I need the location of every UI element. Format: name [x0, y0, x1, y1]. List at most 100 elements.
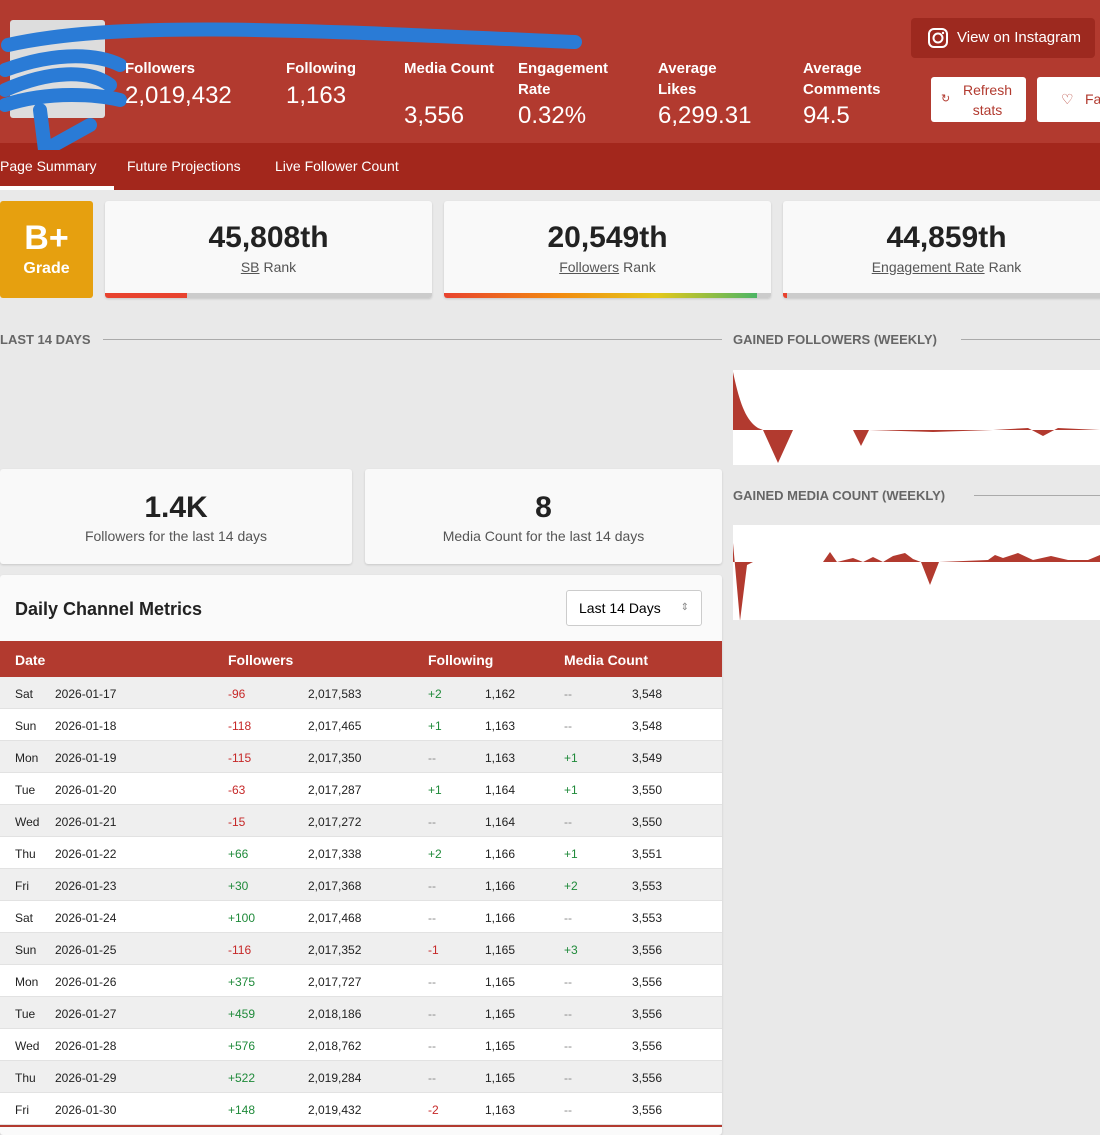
table-cell: 3,550: [632, 783, 663, 797]
table-cell: -1: [428, 943, 439, 957]
stat-value: 94.5: [803, 102, 850, 129]
stat-value: 3,556: [404, 102, 465, 129]
table-row: [0, 933, 722, 965]
select-arrows: ⇕: [680, 602, 689, 613]
rank-card: 45,808th SB Rank: [105, 201, 432, 298]
table-cell: 2,019,432: [308, 1103, 362, 1117]
table-cell: 1,163: [485, 751, 516, 765]
tab[interactable]: Future Projections: [127, 158, 241, 174]
table-cell: --: [564, 687, 572, 701]
refresh-button[interactable]: ↻ Refresh stats: [931, 77, 1026, 122]
rank-value: 45,808th: [208, 221, 329, 254]
table-cell: -118: [228, 719, 252, 733]
tab[interactable]: Live Follower Count: [275, 158, 399, 174]
table-cell: 2026-01-17: [55, 687, 117, 701]
table-cell: 3,553: [632, 879, 663, 893]
table-header: [0, 641, 722, 677]
media-sparkline: [733, 525, 1100, 620]
table-cell: --: [564, 911, 572, 925]
table-cell: Tue: [15, 783, 36, 797]
rank-subtitle-link: Followers: [559, 259, 620, 275]
table-cell: Sat: [15, 687, 34, 701]
stat-label: Followers: [125, 60, 196, 77]
table-cell: 3,556: [632, 943, 663, 957]
table-cell: +2: [428, 847, 442, 861]
table-cell: --: [428, 815, 436, 829]
rank-subtitle-suffix: Rank: [988, 259, 1022, 275]
table-cell: 2026-01-26: [55, 975, 117, 989]
table-cell: 1,163: [485, 719, 516, 733]
table-cell: Mon: [15, 751, 39, 765]
table-cell: +100: [228, 911, 256, 925]
table-cell: 1,165: [485, 943, 516, 957]
table-cell: Mon: [15, 975, 39, 989]
table-cell: 2026-01-19: [55, 751, 117, 765]
table-cell: --: [428, 1007, 436, 1021]
summary-value: 8: [535, 491, 552, 524]
table-cell: --: [428, 1039, 436, 1053]
table-cell: +1: [428, 783, 442, 797]
table-cell: 2026-01-28: [55, 1039, 117, 1053]
table-cell: +2: [564, 879, 578, 893]
table-cell: Wed: [15, 1039, 40, 1053]
refresh-icon: ↻: [941, 93, 951, 105]
table-cell: 2026-01-18: [55, 719, 117, 733]
stat-value: 1,163: [286, 82, 347, 109]
table-cell: 2026-01-25: [55, 943, 117, 957]
refresh-label: Refresh stats: [962, 82, 1013, 118]
view-button[interactable]: View on Instagram: [911, 18, 1095, 58]
table-cell: 2,017,350: [308, 751, 362, 765]
table-row: [0, 869, 722, 901]
table-cell: -63: [228, 783, 246, 797]
table-bottom: [0, 1125, 722, 1127]
summary-card: 1.4K Followers for the last 14 days: [0, 469, 352, 564]
table-cell: Sat: [15, 911, 34, 925]
stat-label: Media Count: [404, 60, 494, 77]
table-cell: 3,548: [632, 687, 663, 701]
table-cell: 1,166: [485, 911, 516, 925]
favorite-label: Favorite: [1085, 91, 1100, 107]
table-cell: 2,017,287: [308, 783, 362, 797]
rank-subtitle-link: SB: [240, 259, 260, 275]
table-cell: --: [564, 1039, 572, 1053]
table-cell: 1,165: [485, 1071, 516, 1085]
grade-label: Grade: [23, 260, 70, 277]
favorite-button[interactable]: ♡ Favorite: [1037, 77, 1100, 122]
table-cell: 2026-01-29: [55, 1071, 117, 1085]
table-cell: -116: [228, 943, 252, 957]
redaction: [0, 22, 582, 150]
table-cell: -115: [228, 751, 252, 765]
table-cell: --: [564, 1103, 572, 1117]
table-row: [0, 677, 722, 709]
table-cell: -15: [228, 815, 246, 829]
table-row: [0, 709, 722, 741]
table-cell: Thu: [15, 847, 36, 861]
stat-label: Average Comments: [803, 60, 881, 98]
table-cell: +1: [428, 719, 442, 733]
column-header: Following: [428, 652, 494, 668]
range-select[interactable]: Last 14 Days ⇕: [566, 590, 702, 626]
rule: [103, 339, 722, 340]
stat-value: 0.32%: [518, 102, 587, 129]
table-cell: 2026-01-27: [55, 1007, 117, 1021]
table-cell: +148: [228, 1103, 256, 1117]
table-cell: +459: [228, 1007, 256, 1021]
table-cell: 2,017,272: [308, 815, 362, 829]
table-row: [0, 805, 722, 837]
table-cell: Wed: [15, 815, 40, 829]
table-cell: 2026-01-24: [55, 911, 117, 925]
table-cell: 1,166: [485, 847, 516, 861]
table-cell: 2,017,338: [308, 847, 362, 861]
section-title: LAST 14 DAYS: [0, 332, 91, 347]
table-cell: 2,017,368: [308, 879, 362, 893]
stat-label: Average Likes: [658, 60, 717, 98]
table-row: [0, 741, 722, 773]
table-cell: +1: [564, 847, 578, 861]
table-cell: 2,017,352: [308, 943, 362, 957]
table-row: [0, 997, 722, 1029]
column-header: Media Count: [564, 652, 648, 668]
table-cell: 2,019,284: [308, 1071, 362, 1085]
rank-bar: [444, 293, 771, 298]
tab[interactable]: Page Summary: [0, 158, 97, 174]
table-cell: Thu: [15, 1071, 36, 1085]
